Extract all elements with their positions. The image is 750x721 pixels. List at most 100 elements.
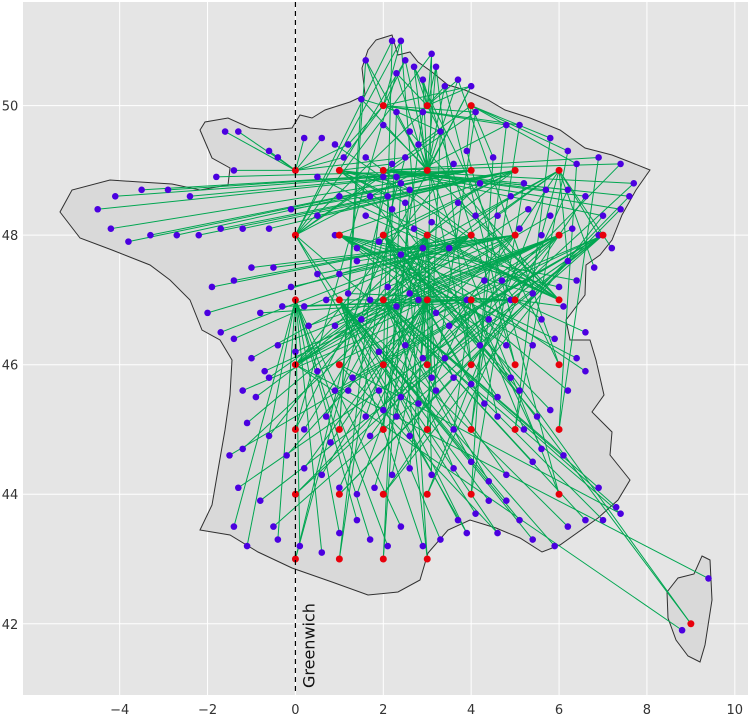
y-tick-label: 48: [2, 229, 19, 244]
site-point: [270, 264, 277, 271]
site-point: [397, 251, 405, 258]
site-point: [239, 225, 246, 232]
link-line: [413, 66, 560, 365]
link-line: [470, 105, 551, 139]
link-line: [295, 182, 481, 366]
site-point: [489, 154, 497, 161]
site-point: [344, 290, 352, 297]
link-line: [470, 299, 499, 417]
site-point: [612, 503, 620, 511]
link-line: [334, 169, 516, 236]
site-point: [401, 154, 409, 161]
hubs-layer: [291, 102, 695, 628]
link-line: [422, 79, 428, 171]
site-point: [226, 452, 233, 459]
site-point: [516, 225, 523, 232]
hub-point: [555, 231, 563, 239]
link-line: [382, 196, 586, 495]
link-line: [150, 169, 472, 236]
link-line: [294, 137, 305, 171]
site-point: [542, 186, 550, 194]
site-point: [173, 231, 181, 239]
site-point: [467, 82, 475, 90]
site-point: [314, 212, 321, 220]
site-point: [538, 445, 545, 453]
site-point: [314, 367, 321, 375]
site-point: [375, 387, 383, 394]
site-point: [274, 536, 282, 543]
link-line: [382, 183, 402, 560]
site-point: [564, 257, 572, 265]
site-point: [340, 154, 348, 161]
site-point: [208, 283, 216, 291]
hub-point: [467, 490, 475, 498]
link-line: [558, 170, 595, 268]
site-point: [322, 413, 330, 420]
link-line: [404, 60, 472, 365]
link-line: [334, 144, 560, 301]
link-line: [422, 79, 516, 365]
hub-point: [335, 166, 343, 174]
link-line: [558, 163, 578, 430]
site-point: [314, 173, 321, 181]
site-point: [111, 192, 119, 200]
site-point: [358, 316, 365, 323]
site-point: [503, 497, 510, 505]
site-point: [366, 192, 374, 200]
site-point: [388, 160, 396, 168]
link-line: [343, 105, 384, 158]
site-point: [617, 510, 624, 517]
site-point: [344, 141, 352, 148]
hub-point: [467, 231, 475, 239]
site-point: [331, 141, 339, 148]
site-point: [599, 212, 607, 220]
link-line: [444, 234, 560, 359]
link-line: [356, 299, 428, 495]
site-point: [164, 186, 172, 194]
link-line: [273, 234, 604, 527]
link-line: [501, 280, 516, 301]
link-line: [294, 40, 402, 236]
link-line: [295, 163, 621, 495]
site-point: [243, 419, 251, 427]
site-point: [582, 192, 589, 200]
site-point: [463, 529, 471, 537]
link-line: [361, 98, 384, 107]
site-point: [520, 180, 528, 187]
link-line: [514, 137, 551, 430]
x-tick-label: 2: [379, 703, 387, 718]
site-point: [397, 180, 405, 187]
link-line: [286, 299, 428, 456]
link-line: [294, 40, 393, 236]
link-line: [470, 157, 494, 495]
site-point: [204, 309, 211, 317]
link-line: [295, 53, 433, 236]
site-point: [375, 238, 383, 245]
site-point: [230, 167, 238, 174]
site-point: [147, 231, 154, 239]
hub-point: [511, 296, 519, 304]
site-point: [401, 199, 409, 207]
site-point: [287, 205, 295, 213]
link-line: [294, 85, 472, 430]
link-line: [470, 124, 521, 430]
site-point: [296, 542, 304, 550]
link-line: [339, 364, 621, 515]
site-point: [278, 303, 286, 310]
site-point: [384, 542, 391, 550]
site-point: [327, 439, 334, 446]
site-point: [265, 432, 273, 440]
site-point: [393, 173, 400, 181]
hub-point: [335, 425, 343, 433]
site-point: [533, 413, 541, 420]
site-point: [546, 406, 554, 414]
site-point: [481, 400, 488, 407]
x-tick-label: −4: [110, 703, 129, 718]
link-line: [382, 364, 468, 534]
site-point: [366, 536, 374, 543]
site-point: [560, 452, 567, 459]
site-point: [503, 471, 510, 479]
link-line: [321, 299, 428, 476]
link-line: [141, 169, 472, 191]
y-tick-label: 46: [2, 359, 19, 374]
